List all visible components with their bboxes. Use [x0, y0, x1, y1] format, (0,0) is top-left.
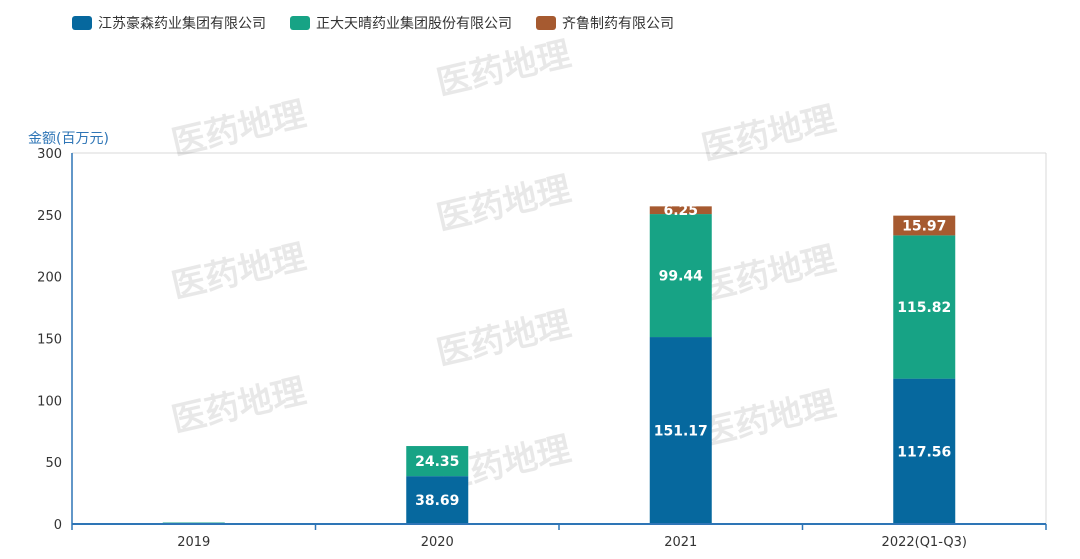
legend-label-0: 江苏豪森药业集团有限公司	[98, 15, 266, 32]
bar-2-series-2	[649, 206, 712, 215]
bar-value-label-2-2: 6.25	[663, 203, 698, 219]
bar-value-label-3-2: 15.97	[902, 219, 946, 235]
y-tick-label-2: 100	[37, 394, 62, 409]
y-tick-label-6: 300	[37, 147, 62, 162]
x-tick-label-2: 2021	[664, 535, 697, 550]
bar-value-label-3-1: 115.82	[897, 300, 951, 316]
legend-label-1: 正大天晴药业集团股份有限公司	[316, 15, 512, 32]
bar-value-label-2-1: 99.44	[659, 269, 704, 285]
bar-value-label-3-0: 117.56	[897, 444, 951, 460]
y-tick-label-1: 50	[45, 456, 62, 471]
watermark-3: 医药地理	[433, 169, 575, 239]
watermark-5: 医药地理	[698, 239, 840, 309]
bar-2-series-0	[649, 337, 712, 524]
y-tick-label-3: 150	[37, 333, 62, 348]
legend-label-2: 齐鲁制药有限公司	[562, 16, 674, 32]
watermark-6: 医药地理	[433, 304, 575, 374]
bar-2-series-1	[649, 214, 712, 338]
y-tick-label-0: 0	[54, 518, 62, 533]
y-tick-label-5: 250	[37, 209, 62, 224]
bar-3-series-1	[893, 235, 956, 379]
legend-swatch-0	[72, 16, 92, 30]
bar-value-label-1-1: 24.35	[415, 454, 459, 470]
y-axis-title: 金额(百万元)	[28, 131, 109, 147]
watermark-2: 医药地理	[698, 99, 840, 169]
x-tick-label-0: 2019	[177, 535, 210, 550]
watermark-4: 医药地理	[168, 237, 310, 307]
bar-1-series-1	[406, 446, 469, 477]
bar-3-series-0	[893, 378, 956, 524]
bar-3-series-2	[893, 215, 956, 236]
x-tick-label-3: 2022(Q1-Q3)	[882, 535, 967, 550]
x-tick-label-1: 2020	[421, 535, 454, 550]
y-tick-label-4: 200	[37, 271, 62, 286]
bar-value-label-2-0: 151.17	[654, 424, 708, 440]
bar-value-label-1-0: 38.69	[415, 493, 459, 509]
watermark-8: 医药地理	[698, 384, 840, 454]
bar-1-series-0	[406, 476, 469, 524]
watermark-7: 医药地理	[168, 371, 310, 441]
watermark-0: 医药地理	[433, 34, 575, 104]
legend-swatch-1	[290, 16, 310, 30]
legend-swatch-2	[536, 16, 556, 30]
